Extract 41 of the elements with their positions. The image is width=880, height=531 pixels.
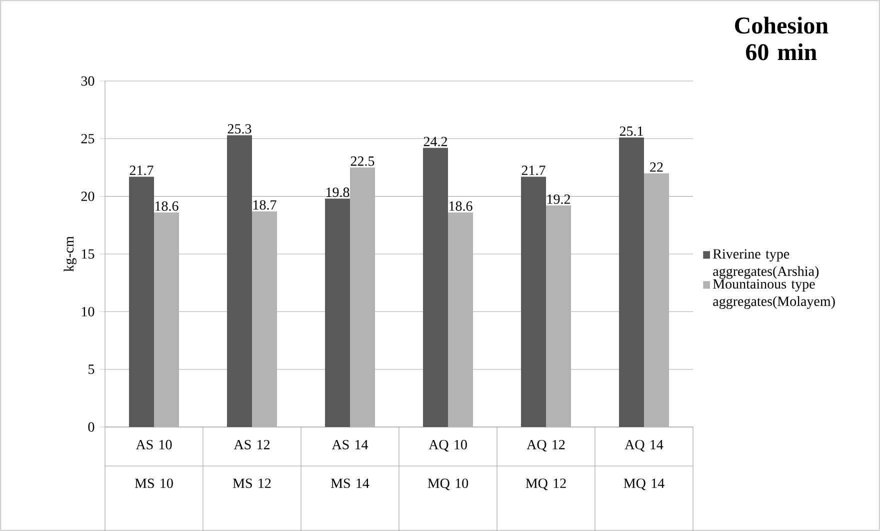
bar — [154, 212, 180, 427]
data-label: 19.2 — [547, 194, 570, 204]
data-label: 22.5 — [350, 156, 374, 166]
bar — [423, 148, 448, 427]
y-tick-label: 0 — [88, 422, 94, 432]
data-label: 22 — [650, 162, 663, 172]
data-label: 18.7 — [253, 200, 276, 210]
category-label: AQ 12 MQ 12 — [526, 440, 566, 490]
bar — [325, 198, 350, 427]
data-label: 18.6 — [449, 201, 472, 211]
data-label: 25.3 — [228, 124, 252, 134]
data-label: 24.2 — [424, 136, 447, 146]
bar — [227, 135, 252, 427]
bar — [129, 176, 154, 427]
bar — [521, 176, 546, 427]
legend-label: Riverine type aggregates(Arshia) — [713, 249, 819, 279]
category-label: AS 10 MS 10 — [134, 440, 173, 488]
legend-label: Mountainous type aggregates(Molayem) — [713, 279, 835, 309]
y-tick-label: 30 — [81, 76, 94, 86]
data-label: 18.6 — [155, 201, 178, 211]
bar — [350, 167, 375, 427]
y-tick-label: 25 — [81, 134, 94, 144]
y-tick-label: 10 — [82, 306, 94, 316]
y-axis-title: kg-cm — [64, 236, 76, 272]
bar — [546, 206, 571, 427]
category-label: AQ 10 MQ 10 — [428, 440, 468, 490]
bar — [448, 212, 473, 427]
category-label: AS 14 MS 14 — [330, 440, 370, 488]
text: Cohesion 60 min — [735, 16, 828, 60]
category-label: AQ 14 MQ 14 — [624, 440, 664, 490]
y-tick-label: 15 — [82, 249, 94, 259]
bar — [252, 211, 277, 427]
data-label: 21.7 — [522, 166, 546, 176]
category-label: AS 12 MS 12 — [232, 440, 271, 488]
y-tick-label: 5 — [88, 364, 94, 374]
y-tick-label: 20 — [81, 192, 94, 202]
data-label: 19.8 — [326, 188, 350, 198]
bar — [619, 138, 644, 427]
data-label: 25.1 — [620, 126, 643, 136]
bar — [644, 173, 670, 427]
data-label: 21.7 — [130, 166, 154, 176]
